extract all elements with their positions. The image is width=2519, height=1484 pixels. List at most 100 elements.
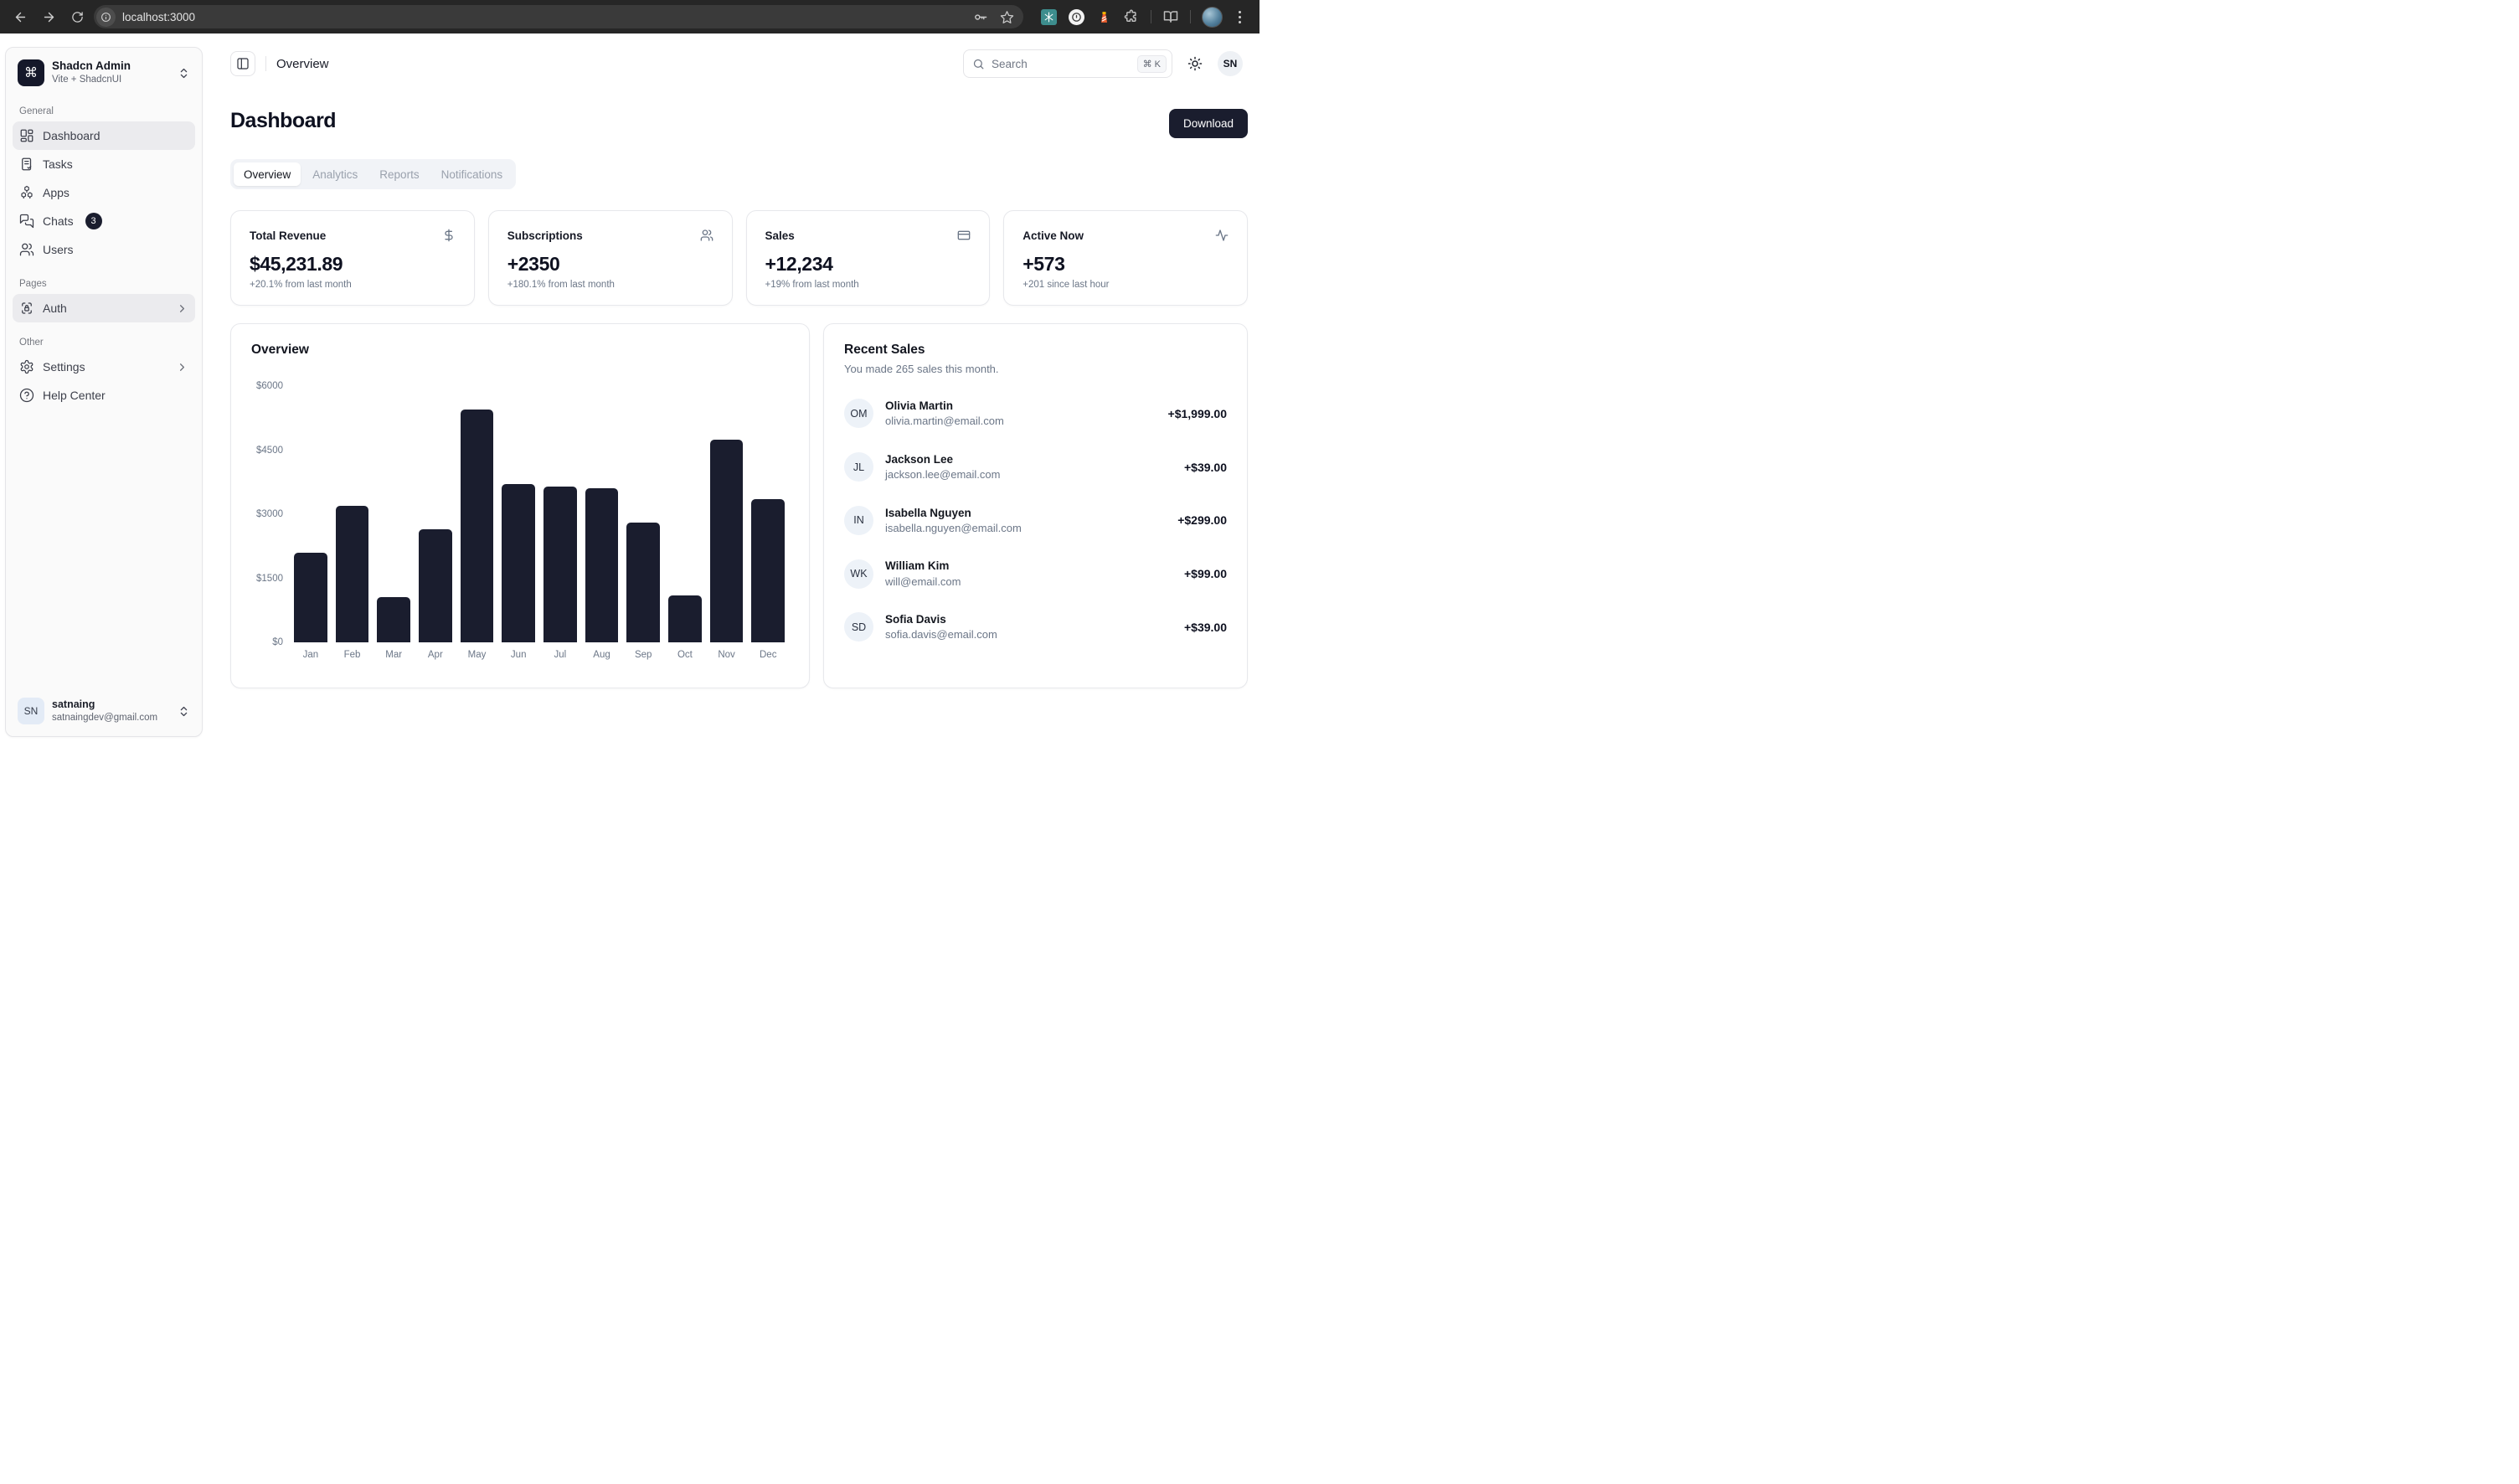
back-button[interactable]: [8, 5, 32, 28]
page-content: Dashboard Download Overview Analytics Re…: [209, 80, 1260, 742]
search-input[interactable]: ⌘ K: [963, 49, 1172, 78]
team-subtitle: Vite + ShadcnUI: [52, 74, 122, 85]
x-axis-label: Apr: [427, 650, 443, 660]
lighthouse-extension-icon[interactable]: [1095, 8, 1112, 25]
chevrons-up-down-icon: [178, 67, 190, 80]
lock-access-icon: [19, 301, 34, 316]
x-axis-label: May: [467, 650, 487, 660]
stat-card-active-now: Active Now +573 +201 since last hour: [1003, 210, 1248, 306]
dashboard-tabs: Overview Analytics Reports Notifications: [230, 159, 517, 189]
team-switcher[interactable]: ⌘ Shadcn Admin Vite + ShadcnUI: [13, 54, 195, 91]
tab-overview[interactable]: Overview: [234, 162, 301, 186]
boxes-icon: [19, 185, 34, 200]
clipboard-check-icon: [19, 157, 34, 172]
activity-icon: [1215, 229, 1229, 242]
bar-slot: [415, 386, 456, 642]
sidebar-item-settings[interactable]: Settings: [13, 353, 195, 381]
sidebar-item-users[interactable]: Users: [13, 235, 195, 264]
panel-left-icon: [237, 58, 249, 70]
sale-name: William Kim: [885, 559, 950, 573]
users-icon: [19, 242, 34, 257]
list-item: OM Olivia Martin olivia.martin@email.com…: [844, 399, 1227, 429]
bar-feb[interactable]: [335, 505, 369, 642]
stat-title: Subscriptions: [507, 229, 583, 242]
browser-menu-kebab-icon[interactable]: [1234, 8, 1246, 27]
stats-grid: Total Revenue $45,231.89 +20.1% from las…: [230, 210, 1248, 306]
bar-may[interactable]: [460, 410, 494, 642]
reading-list-icon[interactable]: [1162, 8, 1179, 25]
url-text[interactable]: localhost:3000: [122, 10, 196, 23]
bar-mar[interactable]: [377, 597, 411, 642]
stat-card-subscriptions: Subscriptions +2350 +180.1% from last mo…: [487, 210, 733, 306]
chats-count-badge: 3: [85, 213, 102, 229]
bar-slot: [539, 386, 581, 642]
sidebar-user-menu[interactable]: SN satnaing satnaingdev@gmail.com: [13, 693, 195, 729]
stat-subtext: +201 since last hour: [1023, 280, 1110, 290]
tab-reports[interactable]: Reports: [379, 167, 420, 181]
devtools-extension-icon[interactable]: [1040, 8, 1057, 25]
bar-apr[interactable]: [418, 528, 452, 642]
password-key-icon[interactable]: [971, 8, 988, 25]
header-user-avatar[interactable]: SN: [1218, 51, 1243, 76]
sidebar-item-chats[interactable]: Chats 3: [13, 207, 195, 235]
bar-jul[interactable]: [543, 486, 577, 642]
browser-profile-avatar[interactable]: [1202, 6, 1223, 28]
recent-sales-title: Recent Sales: [844, 343, 925, 357]
puzzle-extensions-icon[interactable]: [1123, 8, 1140, 25]
theme-toggle-button[interactable]: [1187, 56, 1203, 71]
sale-name: Isabella Nguyen: [885, 506, 971, 519]
recent-sales-card: Recent Sales You made 265 sales this mon…: [823, 323, 1248, 688]
sale-email: sofia.davis@email.com: [885, 628, 997, 642]
download-button[interactable]: Download: [1168, 109, 1248, 138]
sidebar-item-help-center[interactable]: Help Center: [13, 381, 195, 410]
list-item: WK William Kim will@email.com +$99.00: [844, 559, 1227, 589]
sale-email: will@email.com: [885, 575, 961, 588]
bar-dec[interactable]: [751, 499, 786, 642]
bar-jun[interactable]: [502, 484, 536, 642]
tab-analytics[interactable]: Analytics: [312, 167, 358, 181]
breadcrumb: Overview: [276, 56, 329, 71]
bar-slot: [581, 386, 623, 642]
user-name: satnaing: [52, 698, 95, 711]
sidebar-item-apps[interactable]: Apps: [13, 178, 195, 207]
sidebar-toggle-button[interactable]: [230, 51, 255, 76]
stat-value: $45,231.89: [250, 253, 343, 275]
sidebar: ⌘ Shadcn Admin Vite + ShadcnUI General D…: [5, 47, 203, 737]
list-item: SD Sofia Davis sofia.davis@email.com +$3…: [844, 612, 1227, 642]
arrow-left-icon: [15, 12, 25, 22]
bar-nov[interactable]: [709, 439, 744, 642]
address-bar[interactable]: localhost:3000: [94, 5, 1023, 28]
chart-plot: [290, 386, 789, 642]
x-axis-label: Jan: [302, 650, 319, 660]
bar-sep[interactable]: [626, 523, 661, 642]
x-axis-label: Oct: [677, 650, 693, 660]
layout-dashboard-icon: [19, 128, 34, 143]
bar-oct[interactable]: [668, 595, 702, 642]
page-title: Dashboard: [230, 109, 337, 132]
command-logo-icon: ⌘: [18, 59, 44, 86]
bar-aug[interactable]: [585, 488, 619, 642]
bar-slot: [706, 386, 748, 642]
y-axis-tick: $1500: [256, 573, 283, 584]
screen: localhost:3000: [0, 0, 1260, 742]
sidebar-item-label: Chats: [43, 214, 74, 228]
password-manager-extension-icon[interactable]: [1068, 8, 1084, 25]
bar-jan[interactable]: [293, 552, 327, 642]
chevron-right-icon: [176, 302, 188, 315]
x-axis-label: Mar: [385, 650, 403, 660]
sidebar-item-tasks[interactable]: Tasks: [13, 150, 195, 178]
reload-button[interactable]: [65, 5, 89, 28]
sale-email: isabella.nguyen@email.com: [885, 521, 1022, 534]
site-info-icon[interactable]: [96, 7, 116, 27]
toolbar-divider: [1190, 10, 1191, 23]
extensions-area: [1028, 6, 1251, 28]
bookmark-star-icon[interactable]: [998, 8, 1015, 25]
avatar: WK: [844, 559, 873, 589]
sidebar-item-dashboard[interactable]: Dashboard: [13, 121, 195, 150]
search-field[interactable]: [992, 57, 1131, 70]
sidebar-item-auth[interactable]: Auth: [13, 294, 195, 322]
forward-button[interactable]: [37, 5, 60, 28]
y-axis-tick: $6000: [256, 381, 283, 391]
stat-card-sales: Sales +12,234 +19% from last month: [745, 210, 991, 306]
tab-notifications[interactable]: Notifications: [440, 167, 503, 181]
